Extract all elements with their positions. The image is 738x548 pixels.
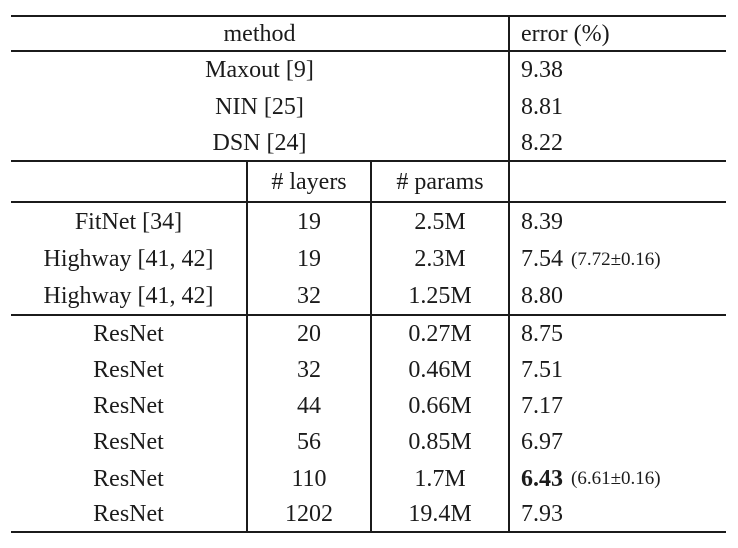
params-cell: 0.66M: [370, 388, 508, 424]
method-cell: ResNet: [93, 429, 164, 455]
subheader-error-empty: [508, 162, 726, 201]
method-cell: NIN [25]: [215, 93, 304, 120]
layers-cell: 56: [246, 424, 370, 460]
header-error: error (%): [508, 17, 726, 50]
layers-cell: 19: [246, 240, 370, 278]
method-cell: ResNet: [93, 321, 164, 347]
params-cell: 1.25M: [370, 278, 508, 314]
error-value: 8.75: [521, 321, 563, 347]
table-row: ResNet 1202 19.4M 7.93: [11, 497, 726, 533]
error-value: 7.51: [521, 357, 563, 383]
method-cell: ResNet: [93, 393, 164, 419]
method-cell: Highway [41, 42]: [43, 283, 214, 309]
error-cell: 9.38: [508, 52, 726, 88]
table-header-row: method error (%): [11, 15, 726, 52]
error-cell: 6.97: [508, 424, 726, 460]
table-row: Highway [41, 42] 19 2.3M 7.54 (7.72±0.16…: [11, 240, 726, 278]
table-row: NIN [25] 8.81: [11, 88, 726, 125]
error-cell: 8.81: [508, 88, 726, 125]
error-cell: 7.93: [508, 497, 726, 531]
layers-cell: 19: [246, 203, 370, 240]
table-row: ResNet 20 0.27M 8.75: [11, 316, 726, 352]
table-row: ResNet 110 1.7M 6.43 (6.61±0.16): [11, 460, 726, 497]
results-table: method error (%) Maxout [9] 9.38 NIN [25…: [11, 15, 726, 533]
layers-cell: 32: [246, 352, 370, 388]
layers-cell: 32: [246, 278, 370, 314]
layers-cell: 44: [246, 388, 370, 424]
table-row: FitNet [34] 19 2.5M 8.39: [11, 203, 726, 240]
method-cell: ResNet: [93, 501, 164, 527]
method-cell: DSN [24]: [212, 129, 307, 156]
error-cell: 7.54 (7.72±0.16): [508, 240, 726, 278]
table-row: DSN [24] 8.22: [11, 125, 726, 162]
params-cell: 1.7M: [370, 460, 508, 497]
method-cell: FitNet [34]: [74, 208, 183, 235]
error-cell: 8.39: [508, 203, 726, 240]
params-cell: 0.27M: [370, 316, 508, 352]
header-method: method: [223, 20, 296, 47]
error-value: 7.54: [521, 246, 563, 272]
error-cell: 6.43 (6.61±0.16): [508, 460, 726, 497]
layers-cell: 1202: [246, 497, 370, 531]
method-cell: ResNet: [93, 357, 164, 383]
error-value: 6.97: [521, 429, 563, 455]
error-cell: 7.51: [508, 352, 726, 388]
error-note: (6.61±0.16): [571, 468, 661, 489]
params-cell: 2.5M: [370, 203, 508, 240]
table-row: ResNet 44 0.66M 7.17: [11, 388, 726, 424]
error-value: 7.17: [521, 393, 563, 419]
error-cell: 8.22: [508, 125, 726, 160]
error-value: 7.93: [521, 501, 563, 527]
layers-cell: 20: [246, 316, 370, 352]
params-cell: 0.85M: [370, 424, 508, 460]
subheader-layers: # layers: [246, 162, 370, 201]
error-cell: 8.75: [508, 316, 726, 352]
error-value: 8.39: [521, 208, 563, 235]
params-cell: 2.3M: [370, 240, 508, 278]
table-row: ResNet 32 0.46M 7.51: [11, 352, 726, 388]
error-cell: 7.17: [508, 388, 726, 424]
subheader-params: # params: [370, 162, 508, 201]
params-cell: 0.46M: [370, 352, 508, 388]
table-row: Maxout [9] 9.38: [11, 52, 726, 88]
method-cell: ResNet: [93, 465, 164, 492]
subheader-method-empty: [11, 162, 246, 201]
error-value: 8.80: [521, 283, 563, 309]
table-row: Highway [41, 42] 32 1.25M 8.80: [11, 278, 726, 316]
error-cell: 8.80: [508, 278, 726, 314]
error-value-best: 6.43: [521, 465, 563, 492]
layers-cell: 110: [246, 460, 370, 497]
error-note: (7.72±0.16): [571, 248, 661, 270]
method-cell: Maxout [9]: [205, 57, 314, 83]
table-subheader-row: # layers # params: [11, 162, 726, 203]
table-row: ResNet 56 0.85M 6.97: [11, 424, 726, 460]
params-cell: 19.4M: [370, 497, 508, 531]
method-cell: Highway [41, 42]: [43, 246, 214, 272]
